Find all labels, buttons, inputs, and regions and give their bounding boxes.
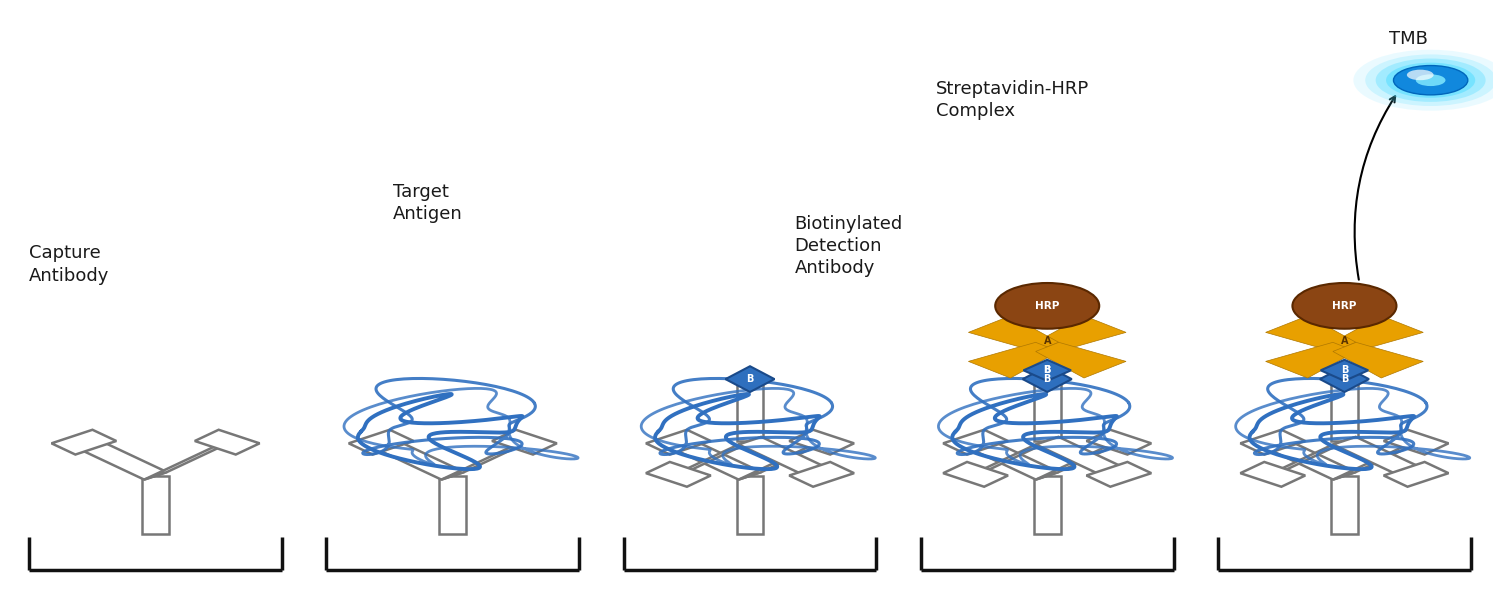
Bar bbox=[1034, 476, 1060, 535]
Ellipse shape bbox=[1293, 283, 1396, 329]
Text: A: A bbox=[1044, 336, 1052, 346]
Text: Target
Antigen: Target Antigen bbox=[393, 183, 464, 223]
Circle shape bbox=[1365, 55, 1496, 106]
Text: HRP: HRP bbox=[1332, 301, 1356, 311]
Polygon shape bbox=[1240, 462, 1305, 487]
Bar bbox=[736, 476, 764, 535]
Text: TMB: TMB bbox=[1389, 31, 1428, 49]
Polygon shape bbox=[646, 430, 711, 455]
Polygon shape bbox=[789, 462, 853, 487]
Polygon shape bbox=[1334, 343, 1424, 378]
Polygon shape bbox=[726, 366, 774, 392]
Polygon shape bbox=[1262, 437, 1356, 478]
Text: HRP: HRP bbox=[1035, 301, 1059, 311]
Circle shape bbox=[1376, 59, 1485, 102]
Bar bbox=[1330, 382, 1358, 440]
Polygon shape bbox=[1266, 343, 1356, 378]
Polygon shape bbox=[1383, 430, 1449, 455]
Polygon shape bbox=[369, 439, 464, 479]
Polygon shape bbox=[969, 316, 1059, 352]
Polygon shape bbox=[492, 430, 556, 455]
Polygon shape bbox=[738, 437, 833, 478]
Text: Streptavidin-HRP
Complex: Streptavidin-HRP Complex bbox=[936, 80, 1089, 121]
Polygon shape bbox=[668, 437, 762, 478]
Circle shape bbox=[1407, 70, 1434, 80]
Polygon shape bbox=[1035, 316, 1126, 352]
Polygon shape bbox=[964, 439, 1059, 479]
Polygon shape bbox=[1334, 316, 1424, 352]
Bar bbox=[440, 476, 466, 535]
Text: Capture
Antibody: Capture Antibody bbox=[28, 244, 109, 284]
Polygon shape bbox=[1086, 462, 1152, 487]
Text: B: B bbox=[747, 374, 753, 384]
Circle shape bbox=[1416, 74, 1446, 86]
Polygon shape bbox=[1036, 439, 1131, 479]
Polygon shape bbox=[964, 437, 1059, 478]
Circle shape bbox=[1394, 65, 1468, 95]
Bar bbox=[1034, 382, 1060, 440]
Polygon shape bbox=[1320, 366, 1370, 392]
Polygon shape bbox=[1320, 360, 1368, 381]
Polygon shape bbox=[646, 462, 711, 487]
Polygon shape bbox=[969, 343, 1059, 378]
Polygon shape bbox=[1266, 316, 1356, 352]
Text: B: B bbox=[1341, 374, 1348, 384]
Bar bbox=[736, 382, 764, 440]
Polygon shape bbox=[1334, 439, 1428, 479]
Polygon shape bbox=[1035, 343, 1126, 378]
Circle shape bbox=[1353, 50, 1500, 110]
Polygon shape bbox=[195, 430, 260, 455]
Polygon shape bbox=[1240, 430, 1305, 455]
Polygon shape bbox=[738, 439, 833, 479]
Polygon shape bbox=[144, 439, 238, 479]
Polygon shape bbox=[72, 439, 166, 479]
Polygon shape bbox=[1334, 437, 1428, 478]
Polygon shape bbox=[1023, 360, 1071, 381]
Polygon shape bbox=[1383, 462, 1449, 487]
Polygon shape bbox=[1023, 366, 1071, 392]
Text: Biotinylated
Detection
Antibody: Biotinylated Detection Antibody bbox=[795, 215, 903, 277]
Text: B: B bbox=[1044, 374, 1052, 384]
Text: A: A bbox=[1341, 336, 1348, 346]
Polygon shape bbox=[789, 430, 853, 455]
Polygon shape bbox=[51, 430, 117, 455]
Polygon shape bbox=[1086, 430, 1152, 455]
Text: B: B bbox=[1044, 365, 1052, 376]
Polygon shape bbox=[668, 439, 762, 479]
Bar bbox=[1330, 476, 1358, 535]
Ellipse shape bbox=[994, 283, 1100, 329]
Bar bbox=[142, 476, 170, 535]
Polygon shape bbox=[1262, 439, 1356, 479]
Polygon shape bbox=[348, 430, 414, 455]
Polygon shape bbox=[944, 462, 1008, 487]
Polygon shape bbox=[441, 439, 536, 479]
Text: B: B bbox=[1341, 365, 1348, 376]
Text: B: B bbox=[1044, 365, 1052, 376]
Circle shape bbox=[1386, 62, 1474, 98]
Polygon shape bbox=[1036, 437, 1131, 478]
Polygon shape bbox=[944, 430, 1008, 455]
